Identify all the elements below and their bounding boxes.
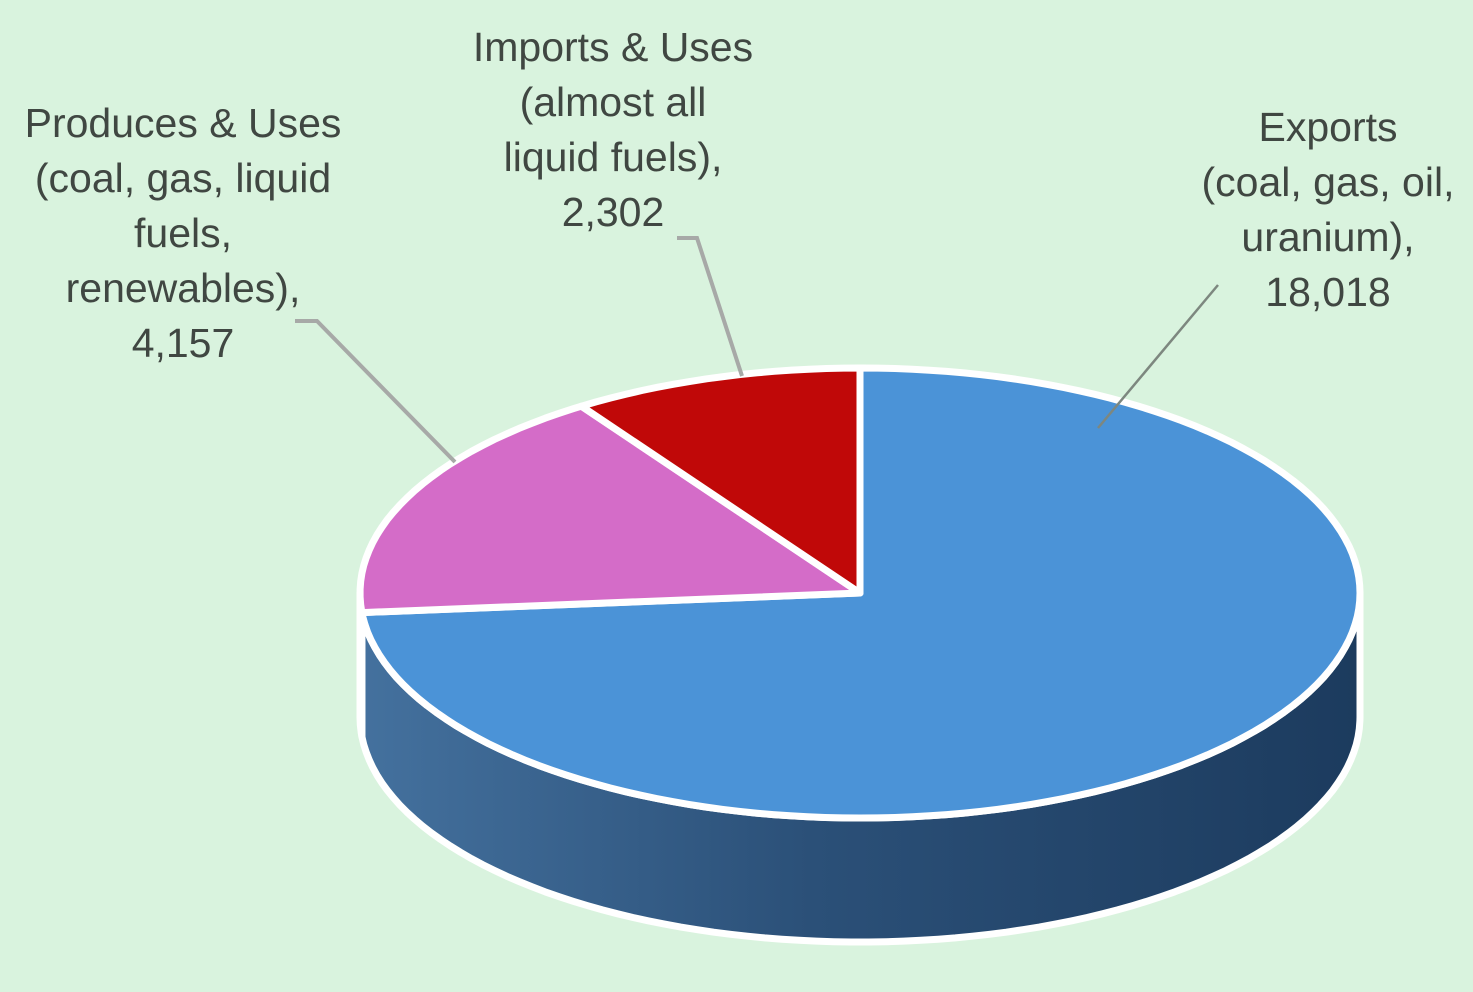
leader-line-imports [677,236,744,377]
leader-lines-group [295,236,1219,464]
data-label-exports: Exports (coal, gas, oil, uranium), 18,01… [1201,104,1455,315]
data-label-imports: Imports & Uses (almost all liquid fuels)… [472,24,754,235]
pie-slices-group [356,364,1364,946]
data-label-produces: Produces & Uses (coal, gas, liquid fuels… [24,100,342,366]
leader-line-exports [1097,284,1219,429]
pie-slice-imports [577,364,864,597]
pie-slice-produces [356,402,864,617]
leader-line-produces [295,319,457,464]
